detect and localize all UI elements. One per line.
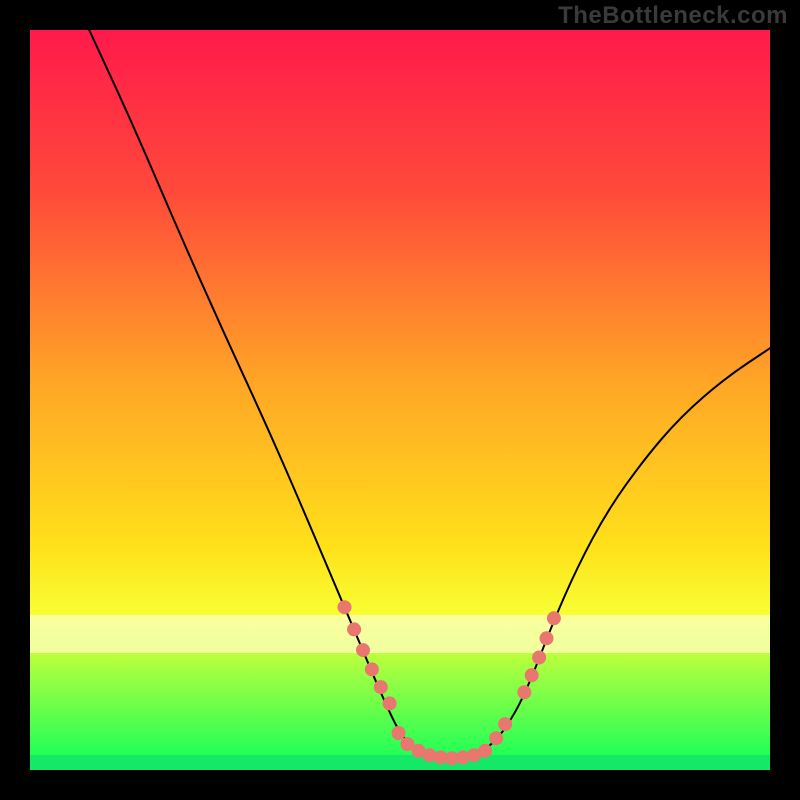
bottleneck-curve (89, 30, 770, 759)
chart-frame: TheBottleneck.com (0, 0, 800, 800)
curve-marker (338, 600, 352, 614)
curve-marker (498, 717, 512, 731)
marker-group (338, 600, 561, 765)
curve-marker (532, 651, 546, 665)
curve-layer (30, 30, 770, 770)
plot-area (30, 30, 770, 770)
curve-marker (356, 643, 370, 657)
curve-marker (547, 611, 561, 625)
curve-marker (365, 662, 379, 676)
curve-marker (478, 744, 492, 758)
curve-marker (525, 668, 539, 682)
watermark-text: TheBottleneck.com (558, 2, 788, 30)
curve-marker (347, 622, 361, 636)
curve-marker (540, 631, 554, 645)
curve-marker (489, 731, 503, 745)
curve-marker (517, 685, 531, 699)
curve-marker (374, 680, 388, 694)
curve-marker (383, 696, 397, 710)
curve-marker (392, 726, 406, 740)
